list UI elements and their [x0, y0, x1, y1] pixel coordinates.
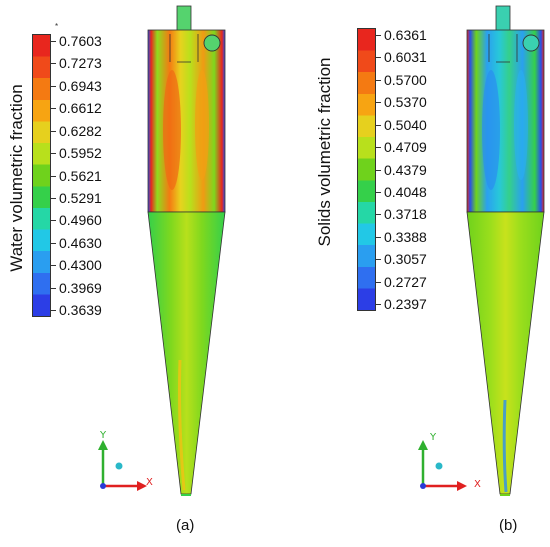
colorbar-tick-mark [376, 214, 381, 216]
flow-band [163, 70, 181, 190]
colorbar-tick-mark [51, 130, 56, 132]
flow-band [482, 70, 500, 190]
colorbar-tick-label: 0.6612 [59, 100, 102, 117]
colorbar-tick-label: 0.5621 [59, 167, 102, 184]
colorbar-tick-mark [376, 79, 381, 81]
colorbar-tick-label: 0.3639 [59, 302, 102, 318]
cyclone-field [147, 5, 226, 496]
colorbar-tick-label: 0.7603 [59, 33, 102, 49]
colorbar-tick-mark [376, 191, 381, 193]
x-axis-label: X [474, 479, 481, 490]
colorbar-tick-mark [376, 102, 381, 104]
caption: (a) [176, 517, 195, 534]
colorbar-tick-label: 0.3057 [384, 251, 427, 268]
inlet-circle [522, 34, 540, 52]
colorbar-tick-label: 0.6282 [59, 122, 102, 139]
colorbar-tick-mark [51, 175, 56, 177]
colorbar-tick-label: 0.4048 [384, 183, 427, 200]
colorbar-tick-label: 0.2397 [384, 296, 427, 312]
x-axis-label: X [146, 477, 153, 488]
colorbar-tick-mark [376, 169, 381, 171]
flow-band [514, 70, 528, 180]
axis-triad [418, 440, 467, 491]
colorbar-tick-mark [376, 259, 381, 261]
colorbar-tick-label: 0.5370 [384, 94, 427, 111]
underflow-tube [181, 494, 191, 496]
colorbar [32, 34, 51, 317]
colorbar-tick-mark [51, 220, 56, 222]
colorbar-tick-label: 0.5040 [384, 116, 427, 133]
colorbar-tick-mark [51, 41, 56, 42]
colorbar-tick-mark [51, 63, 56, 65]
underflow-tube [500, 494, 510, 496]
colorbar-tick-label: 0.4379 [384, 161, 427, 178]
colorbar-tick-label: 0.4709 [384, 139, 427, 156]
flow-band [195, 70, 209, 180]
colorbar [357, 28, 376, 311]
colorbar-tick-label: 0.3718 [384, 206, 427, 223]
colorbar-tick-mark [376, 304, 381, 305]
panel-solids-fraction: Solids volumetric fraction 0.6361 0.6031 0… [275, 0, 550, 547]
colorbar-tick-label: 0.3969 [59, 279, 102, 296]
colorbar-tick-label: 0.5700 [384, 71, 427, 88]
colorbar-tick-mark [51, 85, 56, 87]
colorbar-tick-label: 0.6943 [59, 77, 102, 94]
colorbar-tick-mark [51, 310, 56, 311]
colorbar-tick-mark [51, 108, 56, 110]
inlet-circle [203, 34, 221, 52]
panel-water-fraction: Water volumetric fraction * 0.7603 0.7273… [7, 5, 226, 534]
cone-streak [502, 399, 508, 493]
colorbar-tick-label: 0.4960 [59, 212, 102, 229]
colorbar-tick-label: 0.6031 [384, 49, 427, 66]
colorbar-tick-mark [51, 265, 56, 267]
colorbar-tick-label: 0.5291 [59, 189, 102, 206]
colorbar-tick-label: 0.4630 [59, 234, 102, 251]
axis-triad [98, 440, 147, 491]
colorbar-tick-mark [376, 124, 381, 126]
y-axis-label: Y [100, 430, 107, 441]
colorbar-tick-label: 0.2727 [384, 273, 427, 290]
colorbar-tick-label: 0.6361 [384, 27, 427, 43]
colorbar-tick-mark [51, 197, 56, 199]
cylinder-section [147, 29, 226, 213]
colorbar-tick-mark [51, 287, 56, 289]
colorbar-tick-mark [51, 153, 56, 155]
colorbar-tick-mark [376, 35, 381, 36]
colorbar-tick-label: 0.7273 [59, 55, 102, 72]
colorbar-tick-label: 0.5952 [59, 145, 102, 162]
colorbar-tick-label: 0.3388 [384, 228, 427, 245]
cyclone-field [466, 5, 545, 496]
cylinder-section [466, 29, 545, 213]
cone-streak [178, 359, 186, 491]
colorbar-tick-mark [376, 236, 381, 238]
colorbar-tick-mark [376, 147, 381, 149]
y-axis-label: Y [430, 432, 437, 443]
caption: (b) [499, 517, 518, 534]
colorbar-tick-mark [376, 281, 381, 283]
colorbar-marker: * [55, 22, 59, 31]
colorbar-tick-mark [51, 242, 56, 244]
colorbar-tick-mark [376, 57, 381, 59]
colorbar-tick-label: 0.4300 [59, 257, 102, 274]
